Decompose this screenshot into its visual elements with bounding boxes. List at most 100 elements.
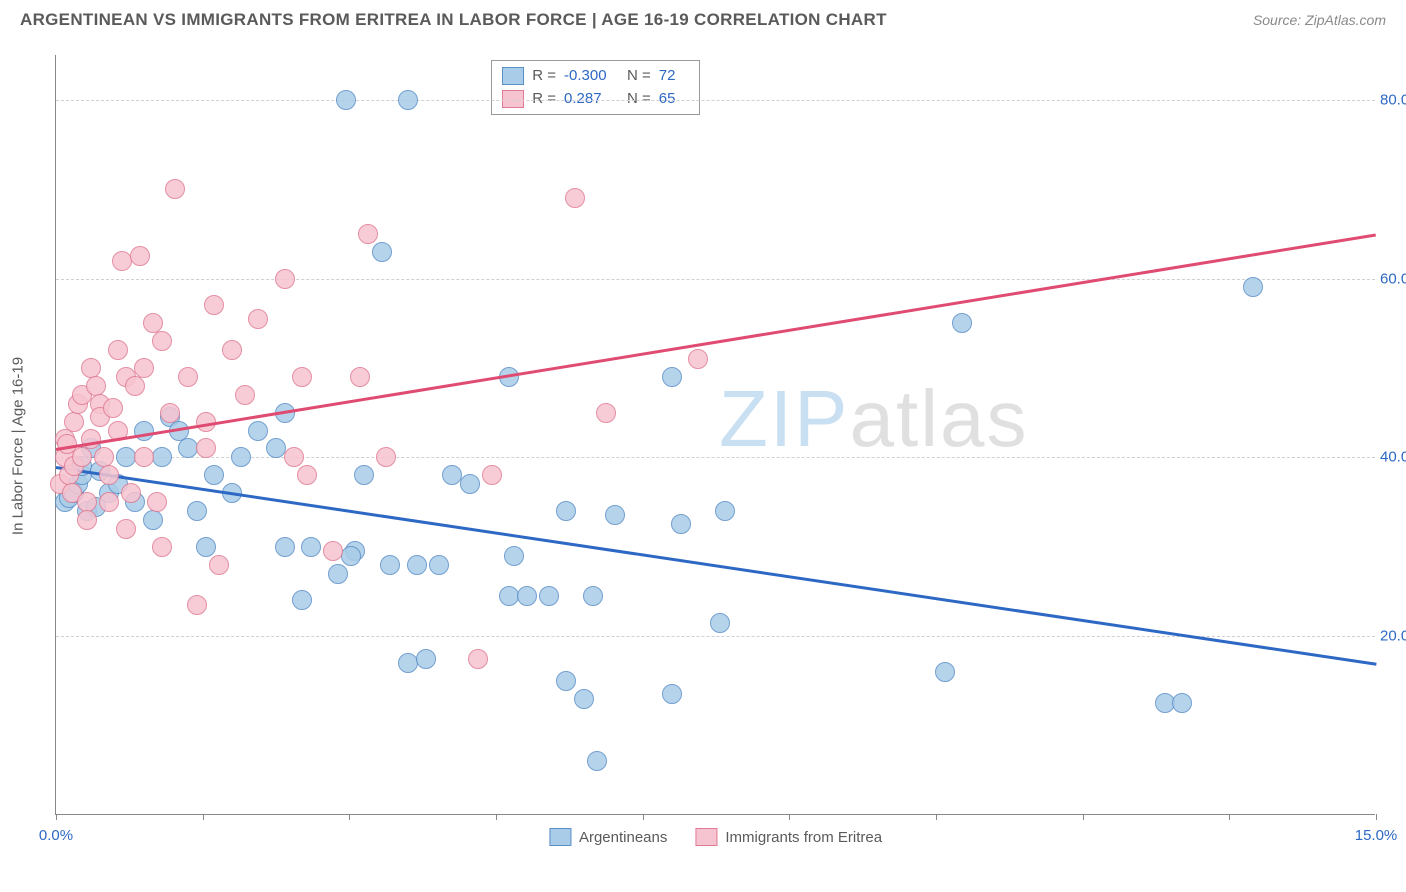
data-point (64, 412, 84, 432)
data-point (222, 340, 242, 360)
legend-swatch (695, 828, 717, 846)
data-point (248, 421, 268, 441)
data-point (121, 483, 141, 503)
x-tick (1083, 814, 1084, 820)
data-point (376, 447, 396, 467)
data-point (398, 90, 418, 110)
data-point (416, 649, 436, 669)
x-tick-label-start: 0.0% (39, 827, 73, 844)
data-point (134, 447, 154, 467)
data-point (482, 465, 502, 485)
watermark-atlas: atlas (850, 374, 1029, 463)
data-point (165, 179, 185, 199)
data-point (341, 546, 361, 566)
data-point (952, 313, 972, 333)
watermark: ZIPatlas (719, 373, 1028, 465)
data-point (292, 367, 312, 387)
data-point (539, 586, 559, 606)
data-point (178, 367, 198, 387)
gridline (56, 457, 1375, 458)
data-point (556, 501, 576, 521)
data-point (275, 269, 295, 289)
data-point (147, 492, 167, 512)
chart-header: ARGENTINEAN VS IMMIGRANTS FROM ERITREA I… (0, 0, 1406, 36)
series-legend: Argentineans Immigrants from Eritrea (549, 828, 882, 846)
x-tick (1229, 814, 1230, 820)
data-point (596, 403, 616, 423)
data-point (1243, 277, 1263, 297)
data-point (1172, 693, 1192, 713)
data-point (565, 188, 585, 208)
data-point (103, 398, 123, 418)
data-point (152, 331, 172, 351)
y-tick-label: 20.0% (1380, 628, 1406, 645)
data-point (152, 537, 172, 557)
stats-row: R =-0.300N =72 (502, 65, 689, 88)
y-tick-label: 80.0% (1380, 91, 1406, 108)
data-point (587, 751, 607, 771)
data-point (407, 555, 427, 575)
scatter-chart: ZIPatlas R =-0.300N =72R =0.287N =65 Arg… (55, 55, 1375, 815)
stat-value-n: 72 (659, 65, 689, 88)
trend-line (56, 234, 1376, 451)
y-tick-label: 60.0% (1380, 270, 1406, 287)
x-tick (936, 814, 937, 820)
data-point (187, 501, 207, 521)
gridline (56, 279, 1375, 280)
legend-item: Immigrants from Eritrea (695, 828, 882, 846)
y-tick-label: 40.0% (1380, 449, 1406, 466)
data-point (517, 586, 537, 606)
legend-swatch (549, 828, 571, 846)
x-tick-label-end: 15.0% (1355, 827, 1398, 844)
legend-label: Immigrants from Eritrea (725, 829, 882, 846)
data-point (662, 367, 682, 387)
x-tick (56, 814, 57, 820)
data-point (323, 541, 343, 561)
data-point (77, 510, 97, 530)
data-point (81, 429, 101, 449)
data-point (196, 438, 216, 458)
data-point (935, 662, 955, 682)
x-tick (789, 814, 790, 820)
data-point (231, 447, 251, 467)
data-point (350, 367, 370, 387)
data-point (134, 358, 154, 378)
data-point (99, 492, 119, 512)
data-point (152, 447, 172, 467)
data-point (108, 340, 128, 360)
data-point (710, 613, 730, 633)
data-point (196, 537, 216, 557)
stat-label-r: R = (532, 65, 556, 88)
data-point (134, 421, 154, 441)
data-point (688, 349, 708, 369)
legend-item: Argentineans (549, 828, 667, 846)
data-point (86, 376, 106, 396)
source-attribution: Source: ZipAtlas.com (1253, 12, 1386, 28)
data-point (204, 465, 224, 485)
data-point (284, 447, 304, 467)
stat-label-n: N = (627, 65, 651, 88)
legend-swatch (502, 67, 524, 85)
legend-label: Argentineans (579, 829, 667, 846)
y-axis-label: In Labor Force | Age 16-19 (10, 357, 27, 535)
gridline (56, 100, 1375, 101)
chart-title: ARGENTINEAN VS IMMIGRANTS FROM ERITREA I… (20, 10, 887, 30)
data-point (143, 510, 163, 530)
data-point (297, 465, 317, 485)
data-point (209, 555, 229, 575)
data-point (468, 649, 488, 669)
data-point (204, 295, 224, 315)
correlation-stats-box: R =-0.300N =72R =0.287N =65 (491, 60, 700, 115)
data-point (125, 376, 145, 396)
data-point (160, 403, 180, 423)
data-point (358, 224, 378, 244)
data-point (662, 684, 682, 704)
data-point (574, 689, 594, 709)
data-point (301, 537, 321, 557)
data-point (94, 447, 114, 467)
data-point (130, 246, 150, 266)
gridline (56, 636, 1375, 637)
data-point (99, 465, 119, 485)
data-point (116, 519, 136, 539)
x-tick (496, 814, 497, 820)
